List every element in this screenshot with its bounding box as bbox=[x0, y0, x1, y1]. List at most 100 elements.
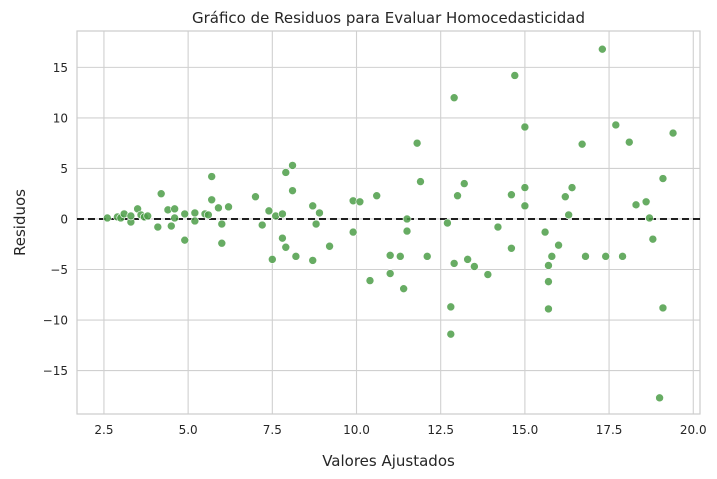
data-point bbox=[348, 227, 358, 237]
data-point bbox=[217, 238, 227, 248]
data-point bbox=[564, 210, 573, 220]
data-point bbox=[402, 226, 412, 236]
data-point bbox=[308, 256, 318, 265]
data-point bbox=[520, 201, 530, 211]
data-point bbox=[311, 219, 321, 229]
data-point bbox=[402, 214, 412, 224]
data-point bbox=[658, 303, 668, 313]
x-tick-label: 5.0 bbox=[179, 423, 198, 437]
data-point bbox=[257, 220, 267, 230]
data-point bbox=[459, 179, 469, 188]
data-point bbox=[166, 221, 176, 231]
data-point bbox=[207, 172, 217, 181]
x-tick-label: 12.5 bbox=[427, 423, 454, 437]
data-point bbox=[399, 284, 408, 293]
data-point bbox=[560, 192, 570, 202]
x-tick-label: 17.5 bbox=[596, 423, 623, 437]
data-point bbox=[180, 235, 190, 245]
data-point bbox=[540, 227, 550, 237]
y-tick-label: −5 bbox=[50, 263, 68, 277]
data-point bbox=[288, 161, 297, 170]
x-tick-label: 10.0 bbox=[343, 423, 370, 437]
data-point bbox=[103, 213, 112, 223]
data-point bbox=[493, 222, 503, 232]
data-point bbox=[422, 252, 432, 261]
data-point bbox=[365, 276, 375, 285]
data-point bbox=[631, 200, 641, 210]
data-point bbox=[308, 201, 318, 211]
data-point bbox=[446, 329, 456, 339]
data-point bbox=[170, 204, 179, 214]
data-point bbox=[355, 197, 365, 207]
data-point bbox=[645, 213, 654, 223]
data-point bbox=[453, 191, 462, 201]
x-tick-labels: 2.5 5.0 7.5 10.0 12.5 15.0 17.5 20.0 bbox=[94, 423, 706, 437]
y-tick-label: 5 bbox=[60, 162, 68, 176]
y-tick-label: 0 bbox=[60, 212, 68, 226]
data-point bbox=[372, 191, 382, 201]
data-point bbox=[483, 270, 493, 279]
data-point bbox=[507, 243, 516, 253]
data-point bbox=[624, 137, 634, 147]
data-point bbox=[618, 252, 627, 261]
data-point bbox=[668, 128, 678, 138]
data-point bbox=[156, 189, 166, 198]
y-tick-label: −15 bbox=[43, 364, 68, 378]
data-point bbox=[577, 139, 587, 149]
data-point bbox=[385, 251, 395, 260]
data-point bbox=[315, 208, 324, 218]
data-point bbox=[449, 259, 459, 268]
data-point bbox=[510, 71, 520, 80]
data-point bbox=[470, 262, 479, 271]
data-point bbox=[449, 93, 459, 102]
chart-title: Gráfico de Residuos para Evaluar Homoced… bbox=[192, 9, 585, 27]
data-point bbox=[648, 234, 658, 244]
data-point bbox=[443, 218, 452, 228]
data-point bbox=[395, 252, 405, 261]
x-tick-label: 7.5 bbox=[263, 423, 282, 437]
x-tick-label: 2.5 bbox=[94, 423, 113, 437]
y-tick-label: 10 bbox=[53, 111, 68, 125]
data-point bbox=[598, 44, 607, 54]
data-point bbox=[251, 192, 260, 202]
data-point bbox=[217, 219, 227, 229]
data-point bbox=[611, 120, 621, 130]
data-point bbox=[554, 240, 563, 250]
data-point bbox=[268, 255, 277, 264]
data-point bbox=[264, 206, 274, 216]
data-point bbox=[143, 211, 153, 221]
data-point bbox=[655, 393, 664, 403]
data-point bbox=[581, 252, 590, 261]
y-axis-label: Residuos bbox=[11, 189, 29, 256]
data-point bbox=[567, 183, 577, 192]
data-point bbox=[385, 269, 395, 278]
data-point bbox=[281, 242, 291, 252]
data-point bbox=[170, 213, 179, 223]
data-point bbox=[520, 122, 530, 132]
x-axis-label: Valores Ajustados bbox=[322, 452, 455, 470]
data-point bbox=[207, 195, 217, 205]
data-point bbox=[412, 138, 422, 148]
data-point bbox=[641, 197, 651, 207]
data-point bbox=[126, 211, 136, 221]
data-points bbox=[103, 44, 678, 403]
data-point bbox=[190, 208, 200, 218]
data-point bbox=[544, 261, 553, 270]
data-point bbox=[416, 177, 425, 186]
data-point bbox=[288, 186, 297, 195]
x-tick-label: 20.0 bbox=[680, 423, 707, 437]
data-point bbox=[291, 252, 301, 261]
data-point bbox=[325, 241, 334, 251]
data-point bbox=[180, 209, 190, 219]
data-point bbox=[204, 210, 213, 220]
y-tick-label: −10 bbox=[43, 314, 68, 328]
data-point bbox=[278, 233, 287, 243]
data-point bbox=[153, 222, 163, 232]
data-point bbox=[544, 304, 553, 314]
data-point bbox=[547, 252, 557, 261]
data-point bbox=[544, 277, 553, 286]
data-point bbox=[446, 302, 456, 312]
data-point bbox=[658, 174, 668, 183]
data-point bbox=[190, 216, 200, 226]
